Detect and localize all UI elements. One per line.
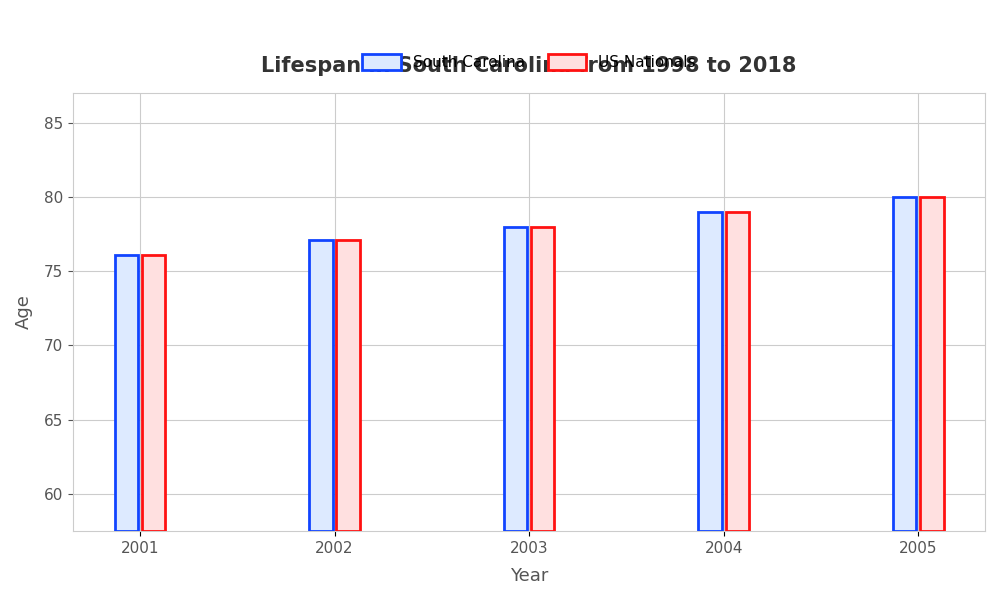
Bar xyxy=(920,197,944,531)
X-axis label: Year: Year xyxy=(510,567,548,585)
Legend: South Carolina, US Nationals: South Carolina, US Nationals xyxy=(356,48,702,76)
Title: Lifespan in South Carolina from 1998 to 2018: Lifespan in South Carolina from 1998 to … xyxy=(261,56,797,76)
Bar xyxy=(309,240,333,531)
Bar xyxy=(504,227,527,531)
Y-axis label: Age: Age xyxy=(15,295,33,329)
Bar xyxy=(698,212,722,531)
Bar xyxy=(115,255,138,531)
Bar xyxy=(142,255,165,531)
Bar xyxy=(726,212,749,531)
Bar xyxy=(893,197,916,531)
Bar xyxy=(531,227,554,531)
Bar xyxy=(336,240,360,531)
